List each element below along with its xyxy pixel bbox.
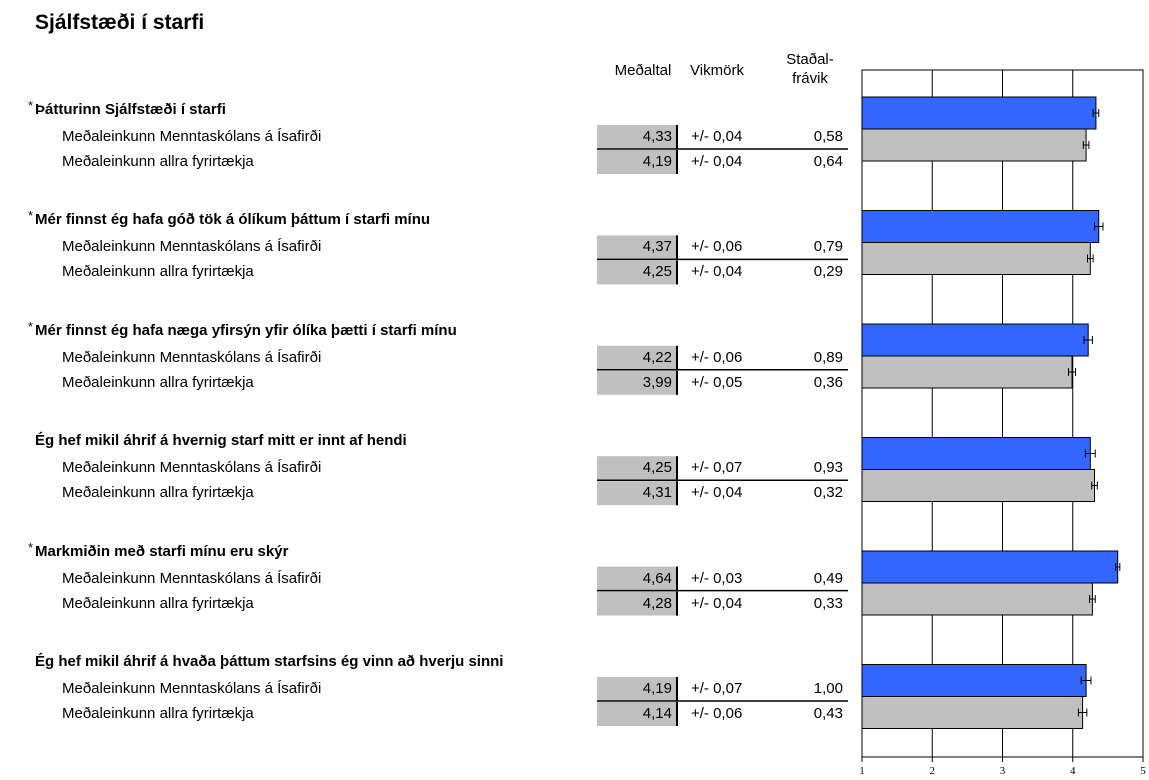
bar (861, 696, 1084, 729)
sd-label: 0,36 (813, 373, 843, 391)
column-header: Staðal- frávik (786, 51, 834, 87)
error-label: +/- 0,07 (691, 680, 743, 697)
error-label: +/- 0,04 (691, 263, 743, 281)
sd-label: 0,64 (813, 153, 843, 170)
bar (861, 210, 1100, 243)
value-label: 4,25 (642, 459, 672, 477)
marker: * (28, 318, 34, 334)
sd-label: 0,33 (813, 594, 843, 612)
value-cell (597, 677, 677, 701)
x-tick-label: 2 (930, 765, 936, 777)
sd-label: 0,58 (813, 128, 843, 145)
row-label: Meðaleinkunn allra fyrirtækja (62, 484, 254, 502)
row-label: Meðaleinkunn allra fyrirtækja (62, 705, 254, 722)
row-label: Meðaleinkunn allra fyrirtækja (62, 153, 254, 170)
row-label: Meðaleinkunn Menntaskólans á Ísafirði (62, 680, 322, 697)
question: Markmiðin með starfi mínu eru skýr (35, 542, 289, 560)
value-label: 4,28 (642, 594, 672, 612)
value-label: 4,14 (642, 705, 672, 722)
marker: * (28, 539, 34, 555)
marker: * (28, 98, 34, 113)
value-cell (597, 591, 677, 616)
value-label: 4,19 (642, 153, 672, 170)
question: Mér finnst ég hafa góð tök á ólíkum þátt… (35, 211, 431, 229)
column-header: Meðaltal (614, 62, 672, 79)
marker: * (28, 208, 34, 224)
bar (861, 323, 1089, 357)
value-label: 3,99 (642, 373, 672, 391)
question: Ég hef mikil áhrif á hvaða þáttum starfs… (35, 653, 504, 670)
bar (861, 96, 1097, 130)
value-label: 4,31 (642, 484, 672, 502)
value-cell (597, 370, 677, 395)
sd-label: 0,79 (813, 238, 843, 256)
sd-label: 0,32 (813, 484, 843, 502)
sd-label: 0,89 (813, 348, 843, 366)
x-tick-label: 1 (859, 765, 865, 777)
error-label: +/- 0,07 (691, 459, 743, 477)
error-label: +/- 0,03 (691, 569, 743, 587)
error-label: +/- 0,04 (691, 153, 743, 170)
bar (861, 128, 1087, 162)
bar (861, 242, 1091, 275)
question: Þátturinn Sjálfstæði í starfi (35, 101, 226, 118)
x-tick-label: 3 (1000, 765, 1006, 777)
row-label: Meðaleinkunn Menntaskólans á Ísafirði (62, 238, 322, 256)
row-label: Meðaleinkunn allra fyrirtækja (62, 373, 254, 391)
question: Ég hef mikil áhrif á hvernig starf mitt … (35, 432, 407, 450)
column-header: Vikmörk (690, 62, 744, 79)
value-cell (597, 150, 677, 174)
error-label: +/- 0,06 (691, 705, 743, 722)
sd-label: 0,93 (813, 459, 843, 477)
value-label: 4,33 (642, 128, 672, 145)
error-label: +/- 0,04 (691, 128, 743, 145)
error-label: +/- 0,06 (691, 348, 743, 366)
value-cell (597, 345, 677, 370)
sd-label: 0,43 (813, 705, 843, 722)
value-cell (597, 566, 677, 591)
bar (861, 469, 1096, 502)
row-label: Meðaleinkunn allra fyrirtækja (62, 263, 254, 281)
bar (861, 664, 1087, 697)
sd-label: 0,29 (813, 263, 843, 281)
x-tick-label: 4 (1070, 765, 1076, 777)
value-label: 4,64 (642, 569, 672, 587)
value-label: 4,19 (642, 680, 672, 697)
value-cell (597, 456, 677, 481)
value-label: 4,37 (642, 238, 672, 256)
value-cell (597, 125, 677, 149)
error-label: +/- 0,04 (691, 594, 743, 612)
value-label: 4,22 (642, 348, 672, 366)
bar (861, 550, 1119, 584)
row-label: Meðaleinkunn allra fyrirtækja (62, 594, 254, 612)
question: Mér finnst ég hafa næga yfirsýn yfir ólí… (35, 321, 457, 339)
bar (861, 582, 1093, 616)
error-label: +/- 0,05 (691, 373, 743, 391)
value-cell (597, 481, 677, 506)
row-label: Meðaleinkunn Menntaskólans á Ísafirði (62, 128, 322, 145)
sd-label: 0,49 (813, 569, 843, 587)
sd-label: 1,00 (813, 680, 843, 697)
row-label: Meðaleinkunn Menntaskólans á Ísafirði (62, 459, 322, 477)
value-cell (597, 260, 677, 285)
value-label: 4,25 (642, 263, 672, 281)
title: Sjálfstæði í starfi (35, 11, 205, 34)
error-label: +/- 0,04 (691, 484, 743, 502)
bar (861, 437, 1091, 470)
row-label: Meðaleinkunn Menntaskólans á Ísafirði (62, 348, 322, 366)
error-label: +/- 0,06 (691, 238, 743, 256)
value-cell (597, 235, 677, 260)
value-cell (597, 702, 677, 726)
row-label: Meðaleinkunn Menntaskólans á Ísafirði (62, 569, 322, 587)
x-tick-label: 5 (1140, 765, 1146, 777)
bar (861, 355, 1073, 389)
